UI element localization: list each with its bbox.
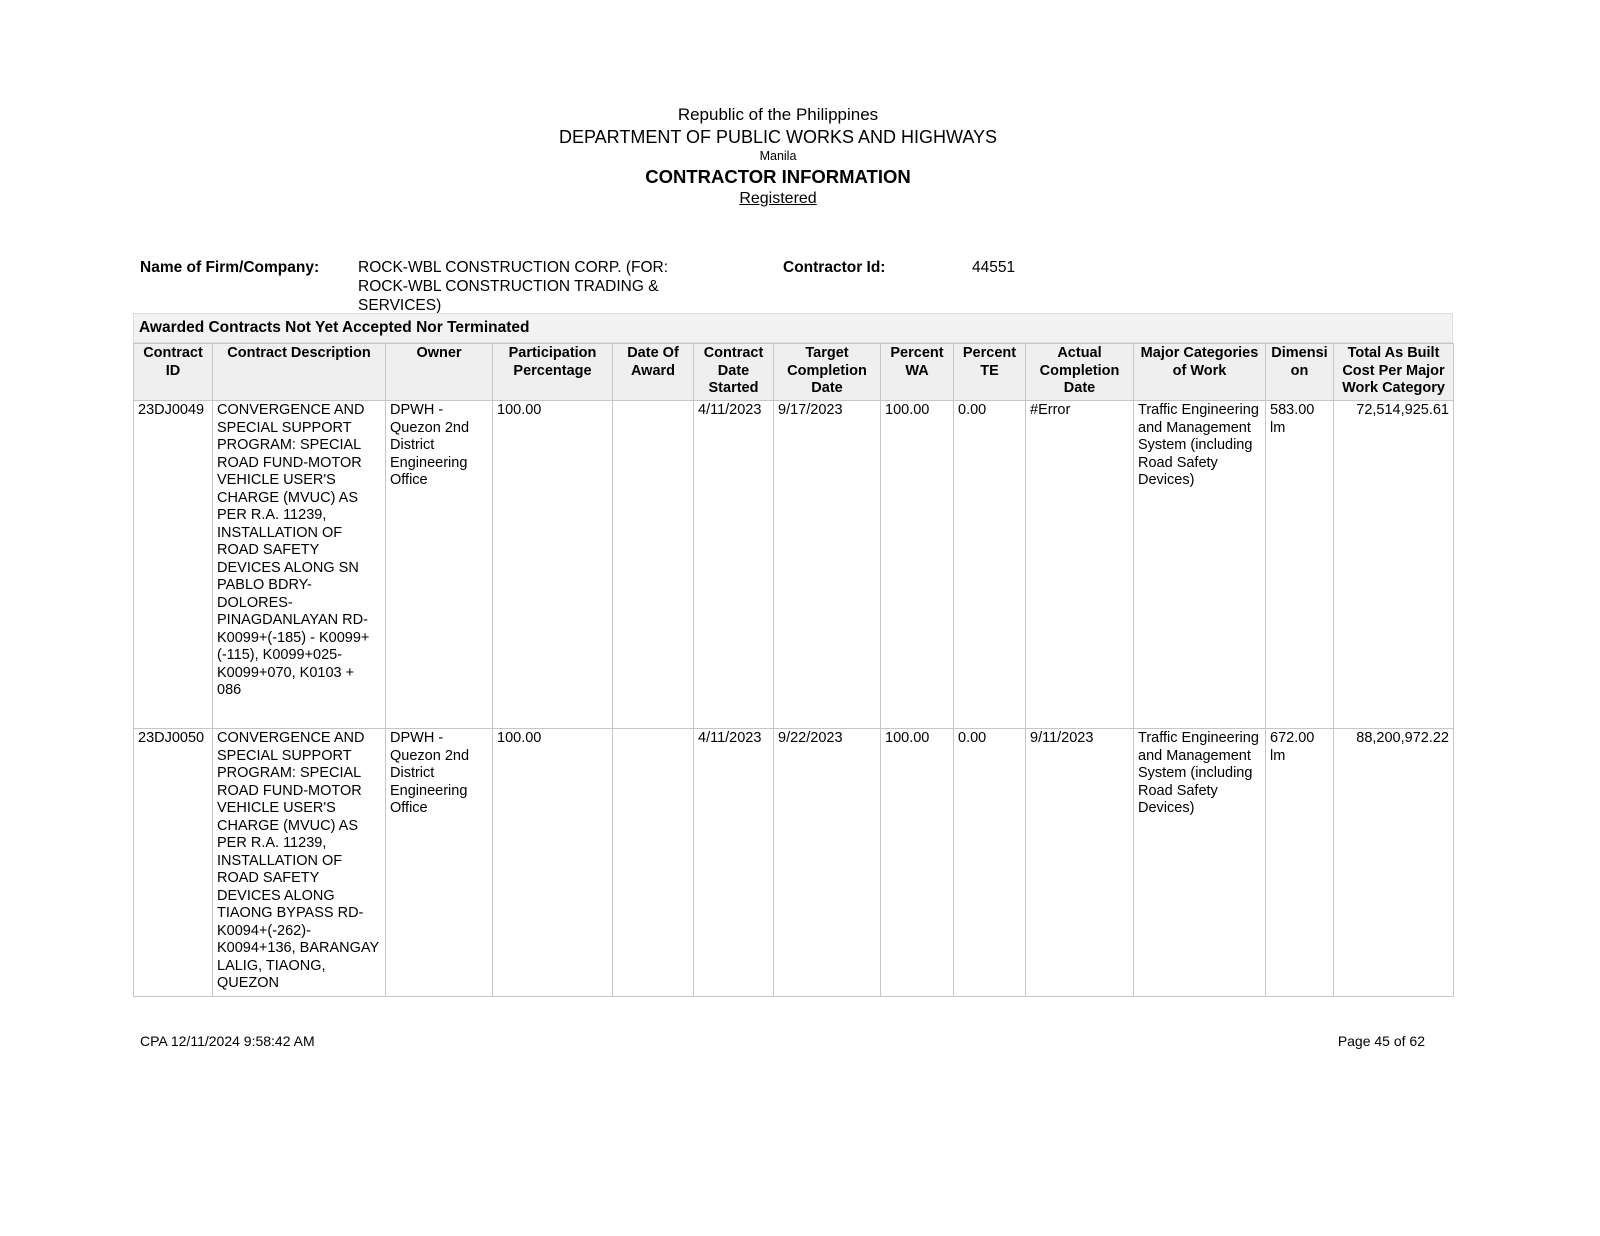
cell-r0-c2: DPWH - Quezon 2nd District Engineering O…: [385, 400, 493, 729]
contractor-id-label: Contractor Id:: [783, 259, 886, 276]
cell-r0-c1: CONVERGENCE AND SPECIAL SUPPORT PROGRAM:…: [212, 400, 386, 729]
column-header-5: Contract Date Started: [693, 343, 774, 401]
office-location: Manila: [759, 149, 797, 163]
cell-r0-c3: 100.00: [492, 400, 613, 729]
footer-page-number: Page 45 of 62: [1337, 1033, 1425, 1049]
report-title: CONTRACTOR INFORMATION: [645, 166, 911, 187]
firm-info-row: Name of Firm/Company: ROCK-WBL CONSTRUCT…: [133, 256, 1453, 314]
firm-name-label: Name of Firm/Company:: [140, 259, 320, 276]
section-title: Awarded Contracts Not Yet Accepted Nor T…: [139, 319, 530, 336]
column-header-0: Contract ID: [133, 343, 213, 401]
cell-r1-c0: 23DJ0050: [133, 728, 213, 997]
section-title-bar: Awarded Contracts Not Yet Accepted Nor T…: [133, 313, 1453, 343]
cell-r0-c8: 0.00: [953, 400, 1026, 729]
report-header: Republic of the Philippines DEPARTMENT O…: [133, 104, 1423, 210]
department-title: DEPARTMENT OF PUBLIC WORKS AND HIGHWAYS: [558, 127, 998, 147]
column-header-7: Percent WA: [880, 343, 954, 401]
cell-r0-c6: 9/17/2023: [773, 400, 881, 729]
table-row: 23DJ0050 CONVERGENCE AND SPECIAL SUPPORT …: [133, 728, 1454, 997]
column-header-6: Target Completion Date: [773, 343, 881, 401]
cell-r1-c4: [612, 728, 694, 997]
table-body: 23DJ0049 CONVERGENCE AND SPECIAL SUPPORT …: [133, 400, 1454, 997]
cell-r1-c5: 4/11/2023: [693, 728, 774, 997]
cell-r0-c4: [612, 400, 694, 729]
cell-r1-c1: CONVERGENCE AND SPECIAL SUPPORT PROGRAM:…: [212, 728, 386, 997]
cell-r1-c7: 100.00: [880, 728, 954, 997]
cell-r1-c6: 9/22/2023: [773, 728, 881, 997]
column-header-8: Percent TE: [953, 343, 1026, 401]
column-header-12: Total As Built Cost Per Major Work Categ…: [1333, 343, 1454, 401]
column-header-10: Major Categories of Work: [1133, 343, 1266, 401]
cell-r1-c12: 88,200,972.22: [1333, 728, 1454, 997]
cell-r1-c9: 9/11/2023: [1025, 728, 1134, 997]
country-title: Republic of the Philippines: [677, 105, 879, 124]
column-header-4: Date Of Award: [612, 343, 694, 401]
column-header-3: Participation Percentage: [492, 343, 613, 401]
cell-r0-c10: Traffic Engineering and Management Syste…: [1133, 400, 1266, 729]
firm-name-value: ROCK-WBL CONSTRUCTION CORP. (FOR: ROCK-W…: [358, 259, 669, 314]
table-row: 23DJ0049 CONVERGENCE AND SPECIAL SUPPORT …: [133, 400, 1454, 729]
footer-generated-timestamp: CPA 12/11/2024 9:58:42 AM: [140, 1033, 315, 1049]
cell-r0-c0: 23DJ0049: [133, 400, 213, 729]
awarded-contracts-table: Contract ID Contract Description Owner Part…: [133, 343, 1454, 997]
cell-r0-c9: #Error: [1025, 400, 1134, 729]
cell-r0-c7: 100.00: [880, 400, 954, 729]
column-header-2: Owner: [385, 343, 493, 401]
cell-r1-c8: 0.00: [953, 728, 1026, 997]
cell-r0-c12: 72,514,925.61: [1333, 400, 1454, 729]
cell-r0-c5: 4/11/2023: [693, 400, 774, 729]
contractor-id-value: 44551: [972, 259, 1016, 276]
table-header: Contract ID Contract Description Owner Part…: [133, 343, 1454, 401]
cell-r1-c11: 672.00 lm: [1265, 728, 1334, 997]
report-subtitle: Registered: [739, 190, 817, 207]
column-header-11: Dimension: [1265, 343, 1334, 401]
cell-r0-c11: 583.00 lm: [1265, 400, 1334, 729]
cell-r1-c3: 100.00: [492, 728, 613, 997]
cell-r1-c2: DPWH - Quezon 2nd District Engineering O…: [385, 728, 493, 997]
cell-r1-c10: Traffic Engineering and Management Syste…: [1133, 728, 1266, 997]
column-header-9: Actual Completion Date: [1025, 343, 1134, 401]
contracts-table-container: Contract ID Contract Description Owner Part…: [133, 343, 1454, 997]
header-row: Contract ID Contract Description Owner Part…: [133, 343, 1454, 401]
column-header-1: Contract Description: [212, 343, 386, 401]
